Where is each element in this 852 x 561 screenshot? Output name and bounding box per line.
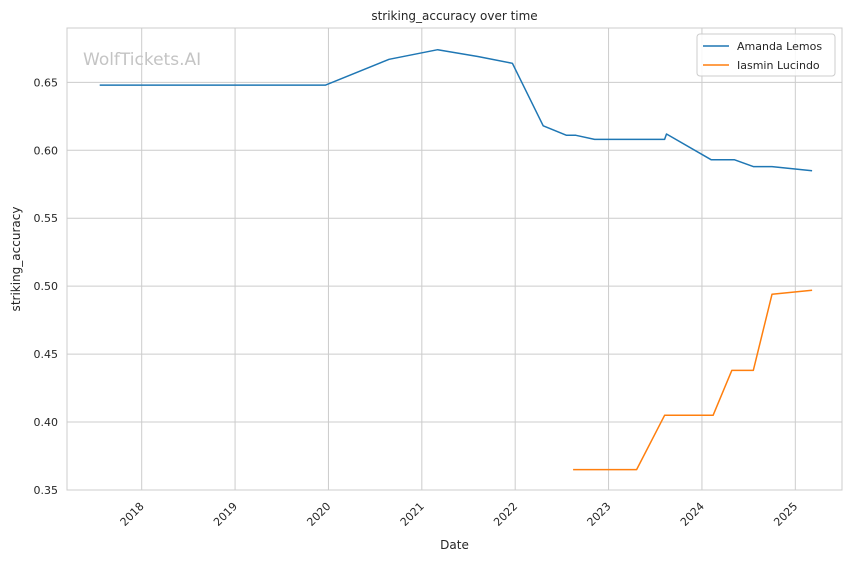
chart-title: striking_accuracy over time [371, 9, 537, 23]
x-axis-title: Date [440, 538, 469, 552]
x-tick-label: 2024 [678, 500, 707, 529]
legend-label-2: Iasmin Lucindo [737, 59, 820, 72]
y-tick-label: 0.55 [34, 212, 59, 225]
plot-area [67, 28, 842, 490]
grid [67, 28, 842, 491]
x-axis-ticks: 2018 2019 2020 2021 2022 2023 2024 2025 [118, 500, 801, 529]
watermark: WolfTickets.AI [83, 50, 201, 70]
series-layer [99, 48, 813, 471]
y-tick-label: 0.50 [34, 280, 59, 293]
y-axis-title: striking_accuracy [9, 207, 23, 312]
y-tick-label: 0.60 [34, 144, 59, 157]
legend-label-1: Amanda Lemos [737, 40, 822, 53]
y-axis-ticks: 0.35 0.40 0.45 0.50 0.55 0.60 0.65 [34, 76, 59, 497]
y-tick-label: 0.45 [34, 348, 59, 361]
y-tick-label: 0.40 [34, 416, 59, 429]
x-tick-label: 2018 [118, 500, 147, 529]
plot-frame [66, 27, 843, 491]
x-tick-label: 2020 [304, 500, 333, 529]
series-line-2 [573, 289, 813, 471]
legend-box [696, 33, 836, 77]
x-tick-label: 2021 [398, 500, 427, 529]
x-tick-label: 2025 [771, 500, 800, 529]
x-tick-label: 2023 [585, 500, 614, 529]
x-tick-label: 2022 [491, 500, 520, 529]
y-tick-label: 0.35 [34, 484, 59, 497]
x-tick-label: 2019 [211, 500, 240, 529]
series-line-1 [99, 48, 813, 172]
legend: Amanda Lemos Iasmin Lucindo [696, 33, 836, 77]
y-tick-label: 0.65 [34, 76, 59, 89]
